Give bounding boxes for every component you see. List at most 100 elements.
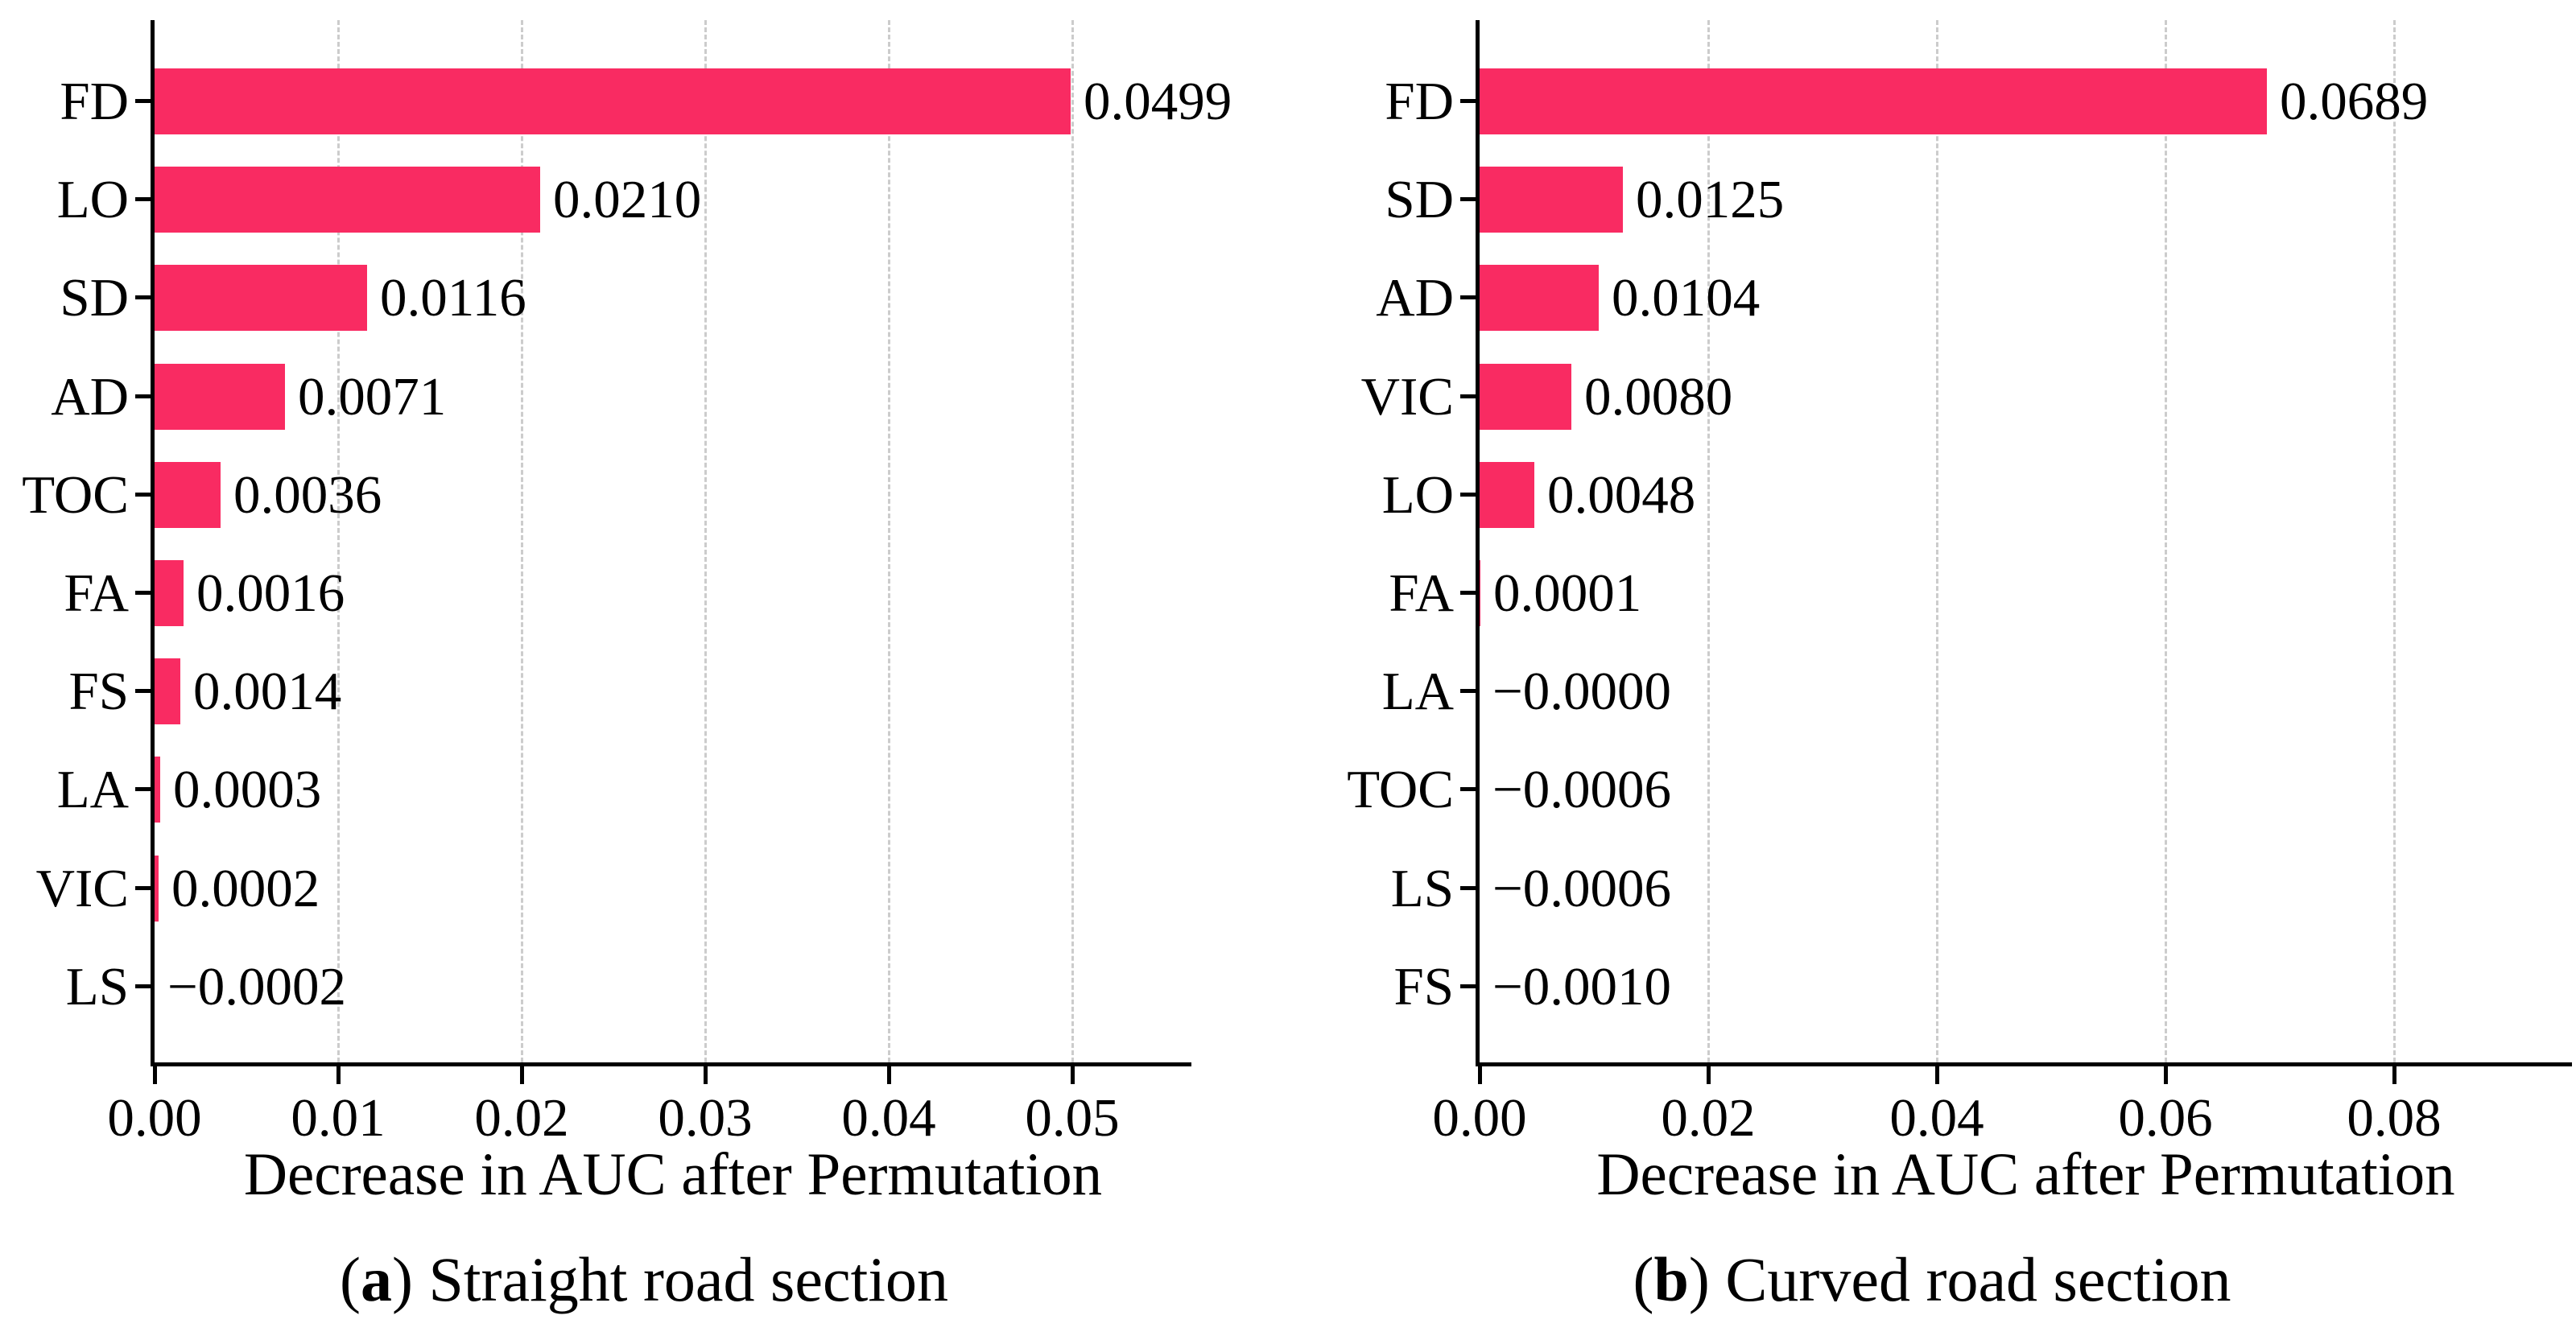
y-axis-spine — [151, 20, 155, 1066]
y-tick-mark — [1460, 591, 1478, 595]
y-tick-mark — [135, 492, 153, 497]
bar-value-label: −0.0006 — [1492, 858, 1672, 918]
bar-value-label: −0.0000 — [1492, 662, 1672, 722]
x-tick-mark — [520, 1066, 524, 1084]
category-label: FS — [1393, 956, 1454, 1017]
bar-value-label: −0.0002 — [167, 956, 347, 1017]
bar-value-label: 0.0080 — [1584, 366, 1733, 427]
bar-value-label: 0.0499 — [1084, 72, 1232, 131]
x-axis-title-straight: Decrease in AUC after Permutation — [243, 1141, 1103, 1208]
x-tick-mark — [2392, 1066, 2396, 1084]
bar — [1480, 265, 1599, 332]
bar-value-label: 0.0125 — [1636, 170, 1785, 230]
x-tick-label: 0.02 — [474, 1088, 569, 1148]
gridline — [337, 20, 340, 1062]
chart-straight-road: FD 0.0499 LO 0.0210 SD 0.0116 AD 0.0071 TOC 0.003… — [0, 20, 1288, 1322]
bar — [155, 461, 221, 528]
caption-paren-close: ) — [1688, 1244, 1726, 1314]
category-label: FD — [60, 72, 129, 131]
category-label: AD — [51, 366, 129, 427]
y-tick-mark — [135, 99, 153, 103]
bar — [155, 560, 184, 626]
caption-paren-open: ( — [340, 1244, 361, 1314]
x-tick-label: 0.08 — [2347, 1088, 2442, 1148]
category-label: VIC — [35, 858, 129, 918]
bar-value-label: 0.0071 — [298, 366, 447, 427]
x-tick-label: 0.01 — [291, 1088, 386, 1148]
bar-value-label: 0.0001 — [1493, 563, 1642, 623]
caption-paren-open: ( — [1633, 1244, 1654, 1314]
y-tick-mark — [135, 295, 153, 300]
category-label: FA — [1389, 563, 1454, 623]
y-tick-mark — [135, 394, 153, 398]
y-tick-mark — [135, 787, 153, 792]
gridline — [1707, 20, 1710, 1062]
bar — [1480, 461, 1534, 528]
bar — [1480, 363, 1571, 430]
bar-value-label: 0.0016 — [196, 563, 345, 623]
bar-value-label: 0.0210 — [553, 170, 702, 230]
gridline — [2165, 20, 2167, 1062]
x-tick-mark — [1935, 1066, 1939, 1084]
category-label: LO — [1381, 464, 1454, 525]
bar — [155, 167, 540, 233]
y-axis-spine — [1476, 20, 1480, 1066]
x-tick-mark — [704, 1066, 708, 1084]
bar — [155, 265, 367, 332]
bar — [155, 757, 160, 823]
category-label: FD — [1385, 72, 1454, 131]
gridline — [521, 20, 523, 1062]
bar-value-label: 0.0048 — [1547, 464, 1696, 525]
caption-text: Straight road section — [428, 1244, 948, 1314]
y-tick-mark — [1460, 689, 1478, 694]
x-tick-label: 0.04 — [1889, 1088, 1984, 1148]
bar — [155, 363, 285, 430]
category-label: TOC — [1347, 760, 1454, 820]
category-label: LS — [1390, 858, 1454, 918]
y-tick-mark — [1460, 394, 1478, 398]
category-label: LA — [56, 760, 129, 820]
plot-area-curved: FD 0.0689 SD 0.0125 AD 0.0104 VIC 0.0080 LO 0.004… — [1288, 0, 2576, 1332]
bar — [1480, 68, 2267, 134]
x-axis-title-curved: Decrease in AUC after Permutation — [1596, 1141, 2455, 1208]
gridline — [888, 20, 890, 1062]
subfigure-caption-a: (a) Straight road section — [0, 1238, 1288, 1322]
x-axis-spine — [151, 1062, 1191, 1066]
gridline — [1071, 20, 1074, 1062]
category-label: LA — [1381, 662, 1454, 722]
category-label: LS — [65, 956, 129, 1017]
y-tick-mark — [1460, 492, 1478, 497]
y-tick-mark — [135, 984, 153, 988]
y-tick-mark — [1460, 885, 1478, 890]
category-label: SD — [1385, 170, 1454, 230]
bar-value-label: 0.0036 — [233, 464, 382, 525]
x-tick-mark — [1071, 1066, 1075, 1084]
caption-text: Curved road section — [1725, 1244, 2231, 1314]
y-tick-mark — [1460, 984, 1478, 988]
x-tick-mark — [2164, 1066, 2168, 1084]
category-label: SD — [60, 268, 129, 328]
bar-value-label: 0.0003 — [173, 760, 322, 820]
bar — [155, 68, 1071, 134]
y-tick-mark — [1460, 197, 1478, 202]
bar-value-label: 0.0116 — [380, 268, 526, 328]
x-tick-mark — [1707, 1066, 1711, 1084]
x-tick-label: 0.00 — [1432, 1088, 1527, 1148]
caption-letter: a — [360, 1244, 392, 1314]
x-axis-spine — [1476, 1062, 2572, 1066]
x-tick-mark — [887, 1066, 891, 1084]
x-tick-mark — [336, 1066, 341, 1084]
gridline — [704, 20, 707, 1062]
bar-value-label: 0.0014 — [193, 662, 342, 722]
bar-value-label: −0.0010 — [1492, 956, 1672, 1017]
x-tick-label: 0.04 — [841, 1088, 936, 1148]
plot-area-straight: FD 0.0499 LO 0.0210 SD 0.0116 AD 0.0071 TOC 0.003… — [22, 20, 1232, 1148]
x-tick-mark — [153, 1066, 157, 1084]
x-tick-label: 0.06 — [2118, 1088, 2213, 1148]
bar-value-label: 0.0002 — [171, 858, 320, 918]
subfigure-caption-b: (b) Curved road section — [1288, 1238, 2576, 1322]
caption-letter: b — [1653, 1244, 1689, 1314]
x-tick-label: 0.03 — [658, 1088, 753, 1148]
category-label: TOC — [22, 464, 129, 525]
